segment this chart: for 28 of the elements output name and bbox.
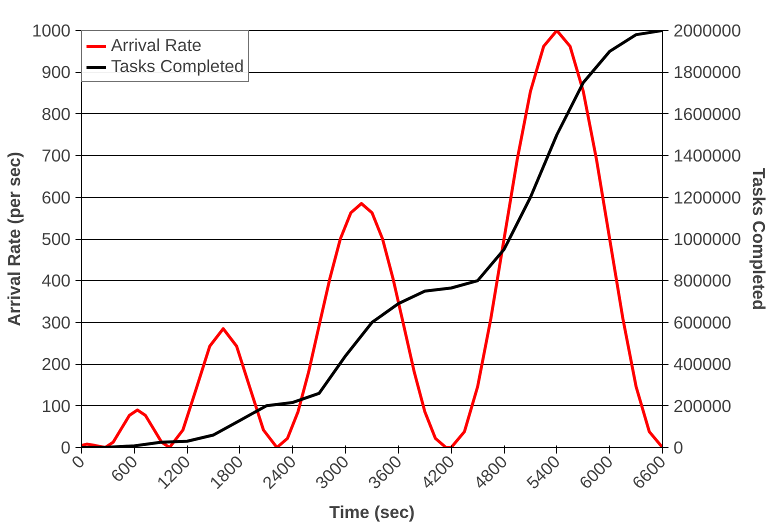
y2-tick-label: 0 (674, 438, 684, 458)
legend-label: Tasks Completed (111, 56, 244, 77)
x-tick-label: 600 (106, 451, 142, 486)
y2-tick-label: 400000 (674, 354, 732, 374)
y-tick-label: 200 (42, 354, 71, 374)
y-tick-label: 1000 (32, 20, 71, 40)
legend-label: Arrival Rate (111, 35, 202, 56)
y-tick-label: 300 (42, 312, 71, 332)
y-axis-title: Arrival Rate (per sec) (4, 152, 24, 326)
y2-tick-label: 800000 (674, 270, 732, 291)
y2-tick-label: 600000 (674, 312, 732, 332)
y2-tick-label: 1600000 (674, 104, 741, 124)
y-tick-label: 600 (42, 187, 71, 208)
y-tick-label: 500 (42, 229, 71, 249)
x-axis-title: Time (sec) (329, 502, 415, 522)
y-tick-label: 400 (42, 270, 71, 291)
y-tick-label: 800 (42, 104, 71, 124)
y2-tick-label: 1800000 (674, 62, 741, 82)
y2-tick-label: 2000000 (674, 20, 741, 40)
y2-tick-label: 200000 (674, 396, 732, 416)
y2-tick-label: 1000000 (674, 229, 741, 249)
y-tick-label: 900 (42, 62, 71, 82)
y-tick-label: 700 (42, 146, 71, 166)
y2-tick-label: 1400000 (674, 146, 741, 166)
y2-axis-title: Tasks Completed (748, 168, 769, 310)
y-tick-label: 0 (60, 438, 71, 458)
y2-tick-label: 1200000 (674, 187, 741, 208)
y-tick-label: 100 (42, 396, 71, 416)
